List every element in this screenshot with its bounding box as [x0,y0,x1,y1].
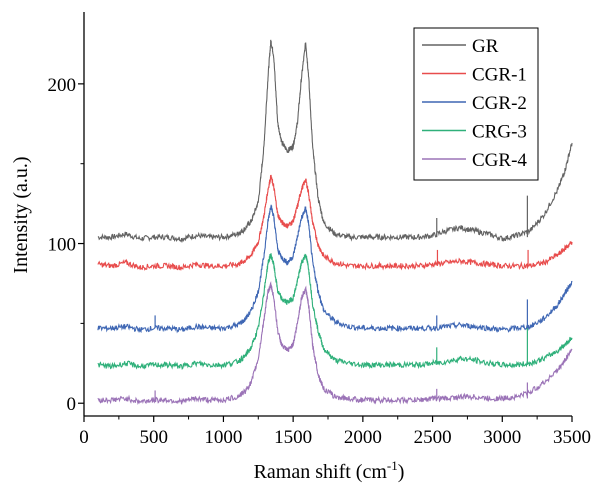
series-line-cgr-4 [97,281,573,406]
series-line-cgr-2 [97,204,573,334]
x-axis-title-sup: -1 [387,458,398,473]
x-axis-title-suffix: ) [398,461,405,483]
series-layer [97,39,573,406]
legend-label-gr: GR [472,36,499,57]
x-tick-label-1000: 1000 [204,427,242,448]
y-tick-label-200: 200 [48,75,77,96]
x-tick-label-2500: 2500 [414,427,452,448]
legend-label-cgr-2: CGR-2 [472,93,527,114]
tick-layer: 0 500 1000 1500 2000 2500 3000 3500 0 100 200 [48,75,592,448]
series-line-cgr-1 [97,174,573,272]
x-tick-label-0: 0 [79,427,89,448]
x-axis-title-main: Raman shift (cm [254,461,388,483]
series-line-crg-3 [97,253,573,371]
y-tick-label-0: 0 [67,394,77,415]
legend-box [413,27,539,181]
legend-label-cgr-1: CGR-1 [472,65,527,86]
x-tick-label-500: 500 [139,427,168,448]
y-axis-title: Intensity (a.u.) [10,156,32,273]
y-tick-label-100: 100 [48,235,77,256]
legend-label-cgr-4: CGR-4 [472,150,527,171]
x-tick-label-1500: 1500 [274,427,312,448]
x-tick-label-2000: 2000 [344,427,382,448]
x-tick-label-3500: 3500 [553,427,591,448]
x-axis-title: Raman shift (cm-1) [254,458,405,483]
series-line-gr [97,39,573,243]
legend-label-crg-3: CRG-3 [472,122,527,143]
legend: GR CGR-1 CGR-2 CRG-3 CGR-4 [413,27,539,181]
x-tick-label-3000: 3000 [483,427,521,448]
